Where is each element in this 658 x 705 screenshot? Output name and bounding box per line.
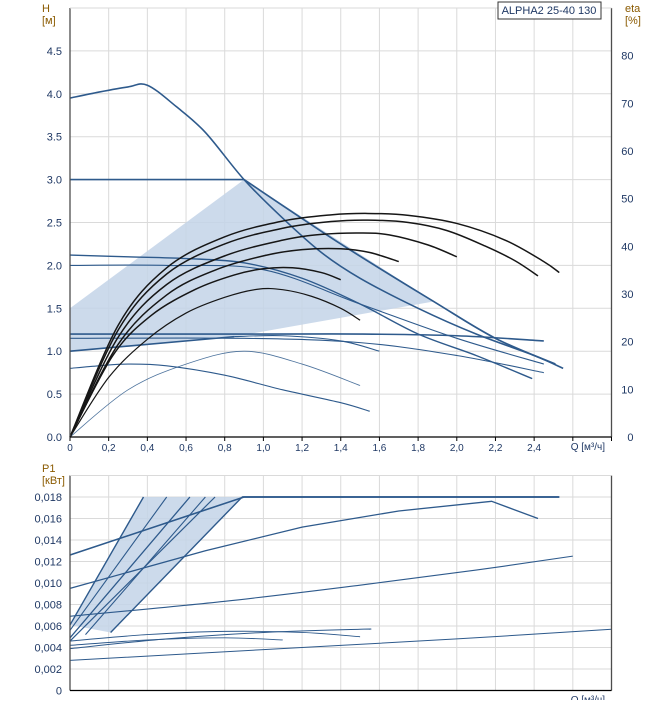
svg-text:[м]: [м] (42, 15, 56, 27)
svg-text:0,014: 0,014 (34, 535, 62, 547)
svg-text:Q [м³/ч]: Q [м³/ч] (571, 695, 606, 700)
svg-text:1,8: 1,8 (411, 443, 425, 454)
svg-text:0: 0 (627, 432, 633, 444)
svg-text:30: 30 (621, 289, 633, 301)
svg-text:0: 0 (56, 686, 62, 698)
svg-text:[кВт]: [кВт] (42, 475, 65, 487)
svg-text:60: 60 (621, 146, 633, 158)
svg-text:1,4: 1,4 (334, 443, 348, 454)
svg-text:3.5: 3.5 (47, 132, 62, 144)
svg-text:2,4: 2,4 (527, 443, 541, 454)
svg-text:0,004: 0,004 (34, 643, 62, 655)
svg-text:1,6: 1,6 (372, 443, 386, 454)
svg-text:0.5: 0.5 (47, 389, 62, 401)
svg-text:0,002: 0,002 (34, 664, 62, 676)
svg-text:0,010: 0,010 (34, 578, 62, 590)
svg-text:[%]: [%] (625, 15, 641, 27)
svg-text:1,2: 1,2 (295, 443, 309, 454)
svg-text:0,008: 0,008 (34, 600, 62, 612)
svg-text:20: 20 (621, 337, 633, 349)
svg-text:1.0: 1.0 (47, 346, 62, 358)
svg-text:2.0: 2.0 (47, 260, 62, 272)
svg-text:ALPHA2 25-40 130: ALPHA2 25-40 130 (502, 5, 597, 17)
svg-text:0,4: 0,4 (140, 443, 154, 454)
svg-text:P1: P1 (42, 463, 55, 475)
svg-text:4.5: 4.5 (47, 46, 62, 58)
svg-text:0,018: 0,018 (34, 492, 62, 504)
svg-text:Q [м³/ч]: Q [м³/ч] (571, 442, 606, 453)
svg-text:3.0: 3.0 (47, 175, 62, 187)
svg-text:0,006: 0,006 (34, 621, 62, 633)
svg-text:0,2: 0,2 (102, 443, 116, 454)
svg-text:80: 80 (621, 51, 633, 63)
svg-text:4.0: 4.0 (47, 89, 62, 101)
svg-text:2.5: 2.5 (47, 218, 62, 230)
svg-text:0,012: 0,012 (34, 557, 62, 569)
svg-text:70: 70 (621, 98, 633, 110)
svg-text:1.5: 1.5 (47, 303, 62, 315)
svg-text:10: 10 (621, 384, 633, 396)
svg-text:0: 0 (67, 443, 73, 454)
svg-text:H: H (42, 3, 50, 15)
svg-text:50: 50 (621, 194, 633, 206)
svg-text:2,0: 2,0 (450, 443, 464, 454)
svg-text:2,2: 2,2 (489, 443, 503, 454)
svg-text:0.0: 0.0 (47, 432, 62, 444)
svg-text:1,0: 1,0 (256, 443, 270, 454)
svg-text:eta: eta (625, 3, 641, 15)
svg-text:0,8: 0,8 (218, 443, 232, 454)
svg-text:0,016: 0,016 (34, 514, 62, 526)
svg-text:40: 40 (621, 241, 633, 253)
svg-text:0,6: 0,6 (179, 443, 193, 454)
